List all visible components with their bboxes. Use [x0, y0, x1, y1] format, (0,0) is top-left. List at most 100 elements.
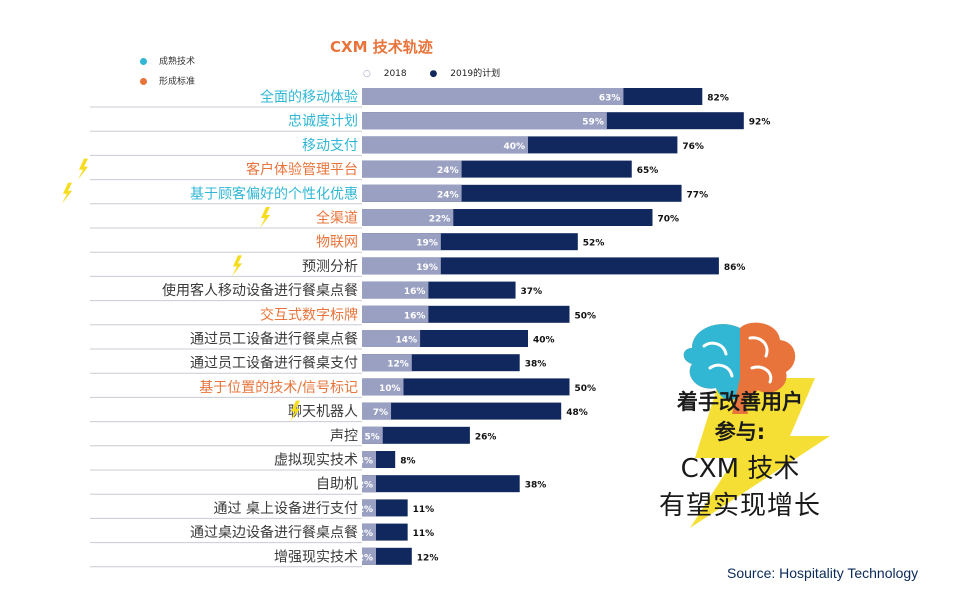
category-label: 交互式数字标牌 — [260, 306, 358, 323]
bar-2018 — [362, 281, 429, 299]
bar-2018 — [362, 426, 383, 444]
data-label-2019: 77% — [687, 190, 709, 200]
category-label: 基于顾客偏好的个性化优惠 — [190, 185, 358, 202]
data-label-2018: 22% — [429, 215, 451, 225]
bar-2019 — [362, 426, 470, 444]
data-label-2018: 2% — [358, 553, 373, 563]
data-label-2019: 11% — [413, 529, 435, 539]
category-label: 通过 桌上设备进行支付 — [214, 500, 358, 517]
data-label-2018: 7% — [373, 408, 388, 418]
data-label-2019: 48% — [566, 408, 588, 418]
callout-line-3: CXM 技术 — [680, 454, 800, 484]
category-label: 使用客人移动设备进行餐桌点餐 — [162, 282, 358, 299]
data-label-2018: 16% — [404, 311, 426, 321]
bar-2019 — [362, 257, 719, 275]
data-label-2019: 92% — [749, 118, 771, 128]
lightning-icon — [62, 182, 72, 204]
data-label-2019: 65% — [637, 166, 659, 176]
data-label-2018: 2% — [358, 529, 373, 539]
year-legend: ○ 2018 ● 2019的计划 — [363, 66, 520, 79]
bar-2018 — [362, 475, 376, 493]
category-label: 增强现实技术 — [274, 549, 358, 565]
category-label: 通过员工设备进行餐桌支付 — [190, 355, 358, 372]
category-label: 移动支付 — [302, 138, 358, 154]
bar-2018 — [362, 330, 421, 347]
category-label: 客户体验管理平台 — [246, 161, 358, 178]
bar-2018 — [362, 257, 441, 275]
bar-2018 — [362, 402, 392, 420]
data-label-2019: 76% — [682, 142, 704, 152]
category-label: 自助机 — [316, 477, 358, 493]
bar-2018 — [362, 88, 624, 105]
data-label-2019: 50% — [575, 311, 597, 321]
legend-label-mature: 成熟技术 — [159, 57, 196, 67]
data-label-2019: 70% — [658, 215, 680, 225]
bar-2018 — [362, 184, 462, 202]
callout-line-2: 参与: — [714, 420, 766, 444]
data-label-2018: 2% — [358, 505, 373, 515]
category-label: 声控 — [330, 428, 358, 444]
legend-dot-standard — [140, 78, 147, 85]
bar-2018 — [362, 233, 441, 251]
data-label-2019: 12% — [417, 553, 439, 563]
data-label-2018: 3% — [358, 457, 373, 467]
bar-2019 — [362, 475, 520, 493]
legend-2018: ○ 2018 — [363, 69, 417, 79]
category-label: 全面的移动体验 — [260, 89, 358, 106]
lightning-icon — [232, 255, 242, 277]
lightning-icon — [290, 400, 300, 422]
data-label-2019: 50% — [575, 384, 597, 394]
callout-graphic — [683, 322, 830, 528]
data-label-2018: 40% — [503, 142, 525, 152]
data-label-2018: 59% — [582, 118, 604, 128]
bar-2018 — [362, 547, 376, 565]
category-label: 全渠道 — [316, 210, 358, 227]
data-label-2018: 19% — [416, 263, 438, 273]
data-label-2018: 14% — [396, 336, 418, 346]
bar-2018 — [362, 209, 454, 226]
data-label-2018: 16% — [404, 287, 426, 297]
lightning-bolt-large — [690, 378, 830, 528]
data-label-2018: 24% — [437, 166, 459, 176]
source-note: Source: Hospitality Technology — [727, 565, 919, 581]
data-label-2019: 82% — [707, 94, 729, 104]
bar-2018 — [362, 378, 404, 396]
category-label: 聊天机器人 — [288, 404, 358, 420]
category-label: 通过桌边设备进行餐桌点餐 — [190, 524, 358, 541]
data-label-2019: 40% — [533, 336, 555, 346]
callout-text: 着手改善用户 参与: CXM 技术 有望实现增长 — [640, 386, 840, 522]
bar-2018 — [362, 451, 376, 468]
data-label-2018: 24% — [437, 190, 459, 200]
data-label-2019: 11% — [413, 505, 435, 515]
data-label-2018: 5% — [364, 432, 379, 442]
lightning-icon — [78, 158, 88, 180]
data-label-2018: 19% — [416, 239, 438, 249]
data-label-2019: 86% — [724, 263, 746, 273]
category-label: 忠诚度计划 — [288, 114, 358, 130]
bar-2018 — [362, 305, 429, 323]
data-label-2018: 63% — [599, 94, 621, 104]
lightning-icon — [260, 207, 270, 228]
data-label-2019: 38% — [525, 360, 547, 370]
brain-icon — [683, 322, 796, 414]
data-label-2018: 12% — [387, 360, 409, 370]
data-label-2019: 8% — [400, 457, 415, 467]
bar-2018 — [362, 136, 528, 154]
bar-2018 — [362, 354, 412, 372]
category-label: 虚拟现实技术 — [274, 453, 358, 469]
legend-label-2019: 2019的计划 — [450, 69, 501, 79]
legend-label-2018: 2018 — [383, 69, 407, 79]
bar-2018 — [362, 160, 462, 178]
legend-marker-2018: ○ — [363, 69, 371, 79]
callout-line-4: 有望实现增长 — [658, 491, 821, 521]
category-label: 预测分析 — [302, 259, 358, 275]
callout-line-1: 着手改善用户 — [677, 390, 803, 414]
data-label-2019: 26% — [475, 432, 497, 442]
category-label: 物联网 — [316, 235, 358, 251]
data-label-2019: 37% — [521, 287, 543, 297]
legend-dot-mature — [140, 58, 147, 65]
data-label-2019: 52% — [583, 239, 605, 249]
bar-2019 — [362, 378, 570, 396]
bar-2018 — [362, 523, 376, 541]
